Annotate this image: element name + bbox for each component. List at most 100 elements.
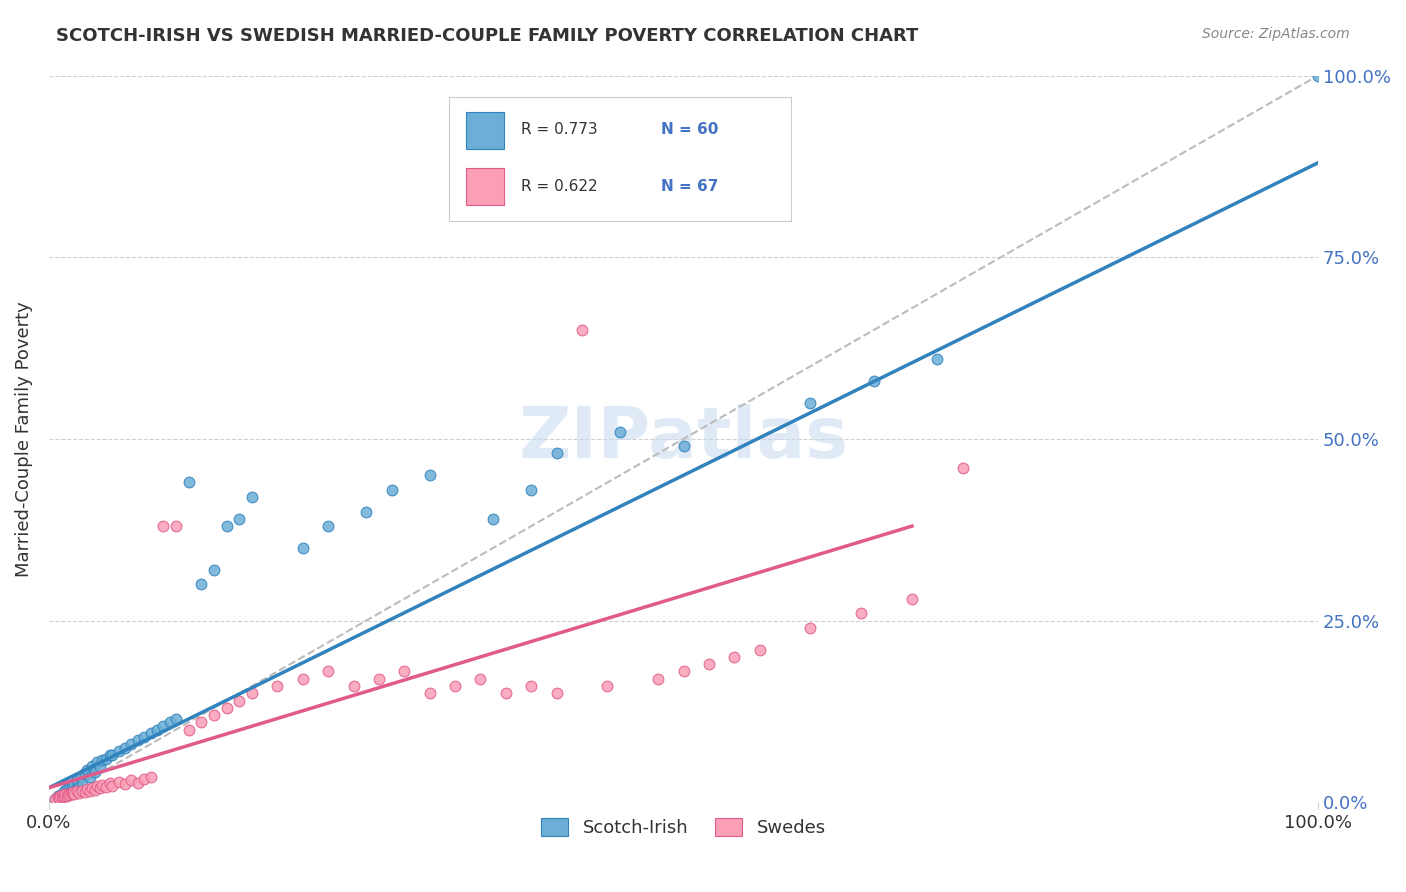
Point xyxy=(571,323,593,337)
Point xyxy=(520,679,543,693)
Point xyxy=(86,779,108,793)
Point xyxy=(60,787,83,801)
Point xyxy=(52,789,75,803)
Point xyxy=(107,775,129,789)
Point xyxy=(55,789,77,804)
Point xyxy=(228,512,250,526)
Point xyxy=(83,783,105,797)
Point xyxy=(240,686,263,700)
Point xyxy=(55,787,77,801)
Point xyxy=(89,760,111,774)
Point xyxy=(419,468,441,483)
Point xyxy=(952,461,974,475)
Point xyxy=(51,788,73,802)
Point xyxy=(91,753,114,767)
Point xyxy=(368,672,391,686)
Point xyxy=(62,785,84,799)
Point xyxy=(59,786,82,800)
Point xyxy=(177,723,200,737)
Point xyxy=(316,665,339,679)
Point xyxy=(46,789,69,804)
Point xyxy=(65,782,87,797)
Point xyxy=(152,519,174,533)
Point xyxy=(394,665,416,679)
Point xyxy=(89,781,111,796)
Point xyxy=(470,672,492,686)
Point xyxy=(70,783,93,797)
Point xyxy=(799,621,821,635)
Point xyxy=(202,708,225,723)
Point xyxy=(215,700,238,714)
Point xyxy=(851,607,873,621)
Point xyxy=(127,775,149,789)
Point xyxy=(44,791,66,805)
Point xyxy=(98,747,121,762)
Point xyxy=(165,712,187,726)
Point xyxy=(58,780,80,795)
Point xyxy=(98,776,121,790)
Point xyxy=(53,784,76,798)
Point xyxy=(748,642,770,657)
Point xyxy=(51,787,73,801)
Text: ZIPatlas: ZIPatlas xyxy=(519,404,849,474)
Point xyxy=(86,756,108,770)
Point xyxy=(342,679,364,693)
Point xyxy=(139,726,162,740)
Point xyxy=(381,483,404,497)
Point xyxy=(52,790,75,805)
Point xyxy=(83,764,105,779)
Point xyxy=(70,777,93,791)
Y-axis label: Married-Couple Family Poverty: Married-Couple Family Poverty xyxy=(15,301,32,577)
Point xyxy=(546,446,568,460)
Point xyxy=(76,782,98,797)
Point xyxy=(76,763,98,777)
Point xyxy=(139,770,162,784)
Point xyxy=(672,439,695,453)
Point xyxy=(152,719,174,733)
Point xyxy=(94,752,117,766)
Point xyxy=(697,657,720,672)
Point xyxy=(60,779,83,793)
Point xyxy=(59,784,82,798)
Point xyxy=(291,672,314,686)
Point xyxy=(190,715,212,730)
Point xyxy=(79,783,101,797)
Point xyxy=(73,785,96,799)
Point xyxy=(114,777,136,791)
Point xyxy=(63,787,86,801)
Point xyxy=(177,475,200,490)
Point xyxy=(482,512,505,526)
Point xyxy=(723,649,745,664)
Legend: Scotch-Irish, Swedes: Scotch-Irish, Swedes xyxy=(534,810,834,844)
Point xyxy=(91,778,114,792)
Point xyxy=(63,777,86,791)
Point xyxy=(621,192,644,206)
Point xyxy=(672,665,695,679)
Point xyxy=(927,351,949,366)
Point xyxy=(121,773,143,788)
Point xyxy=(58,788,80,802)
Text: Source: ZipAtlas.com: Source: ZipAtlas.com xyxy=(1202,27,1350,41)
Point xyxy=(444,679,467,693)
Point xyxy=(56,787,79,801)
Point xyxy=(202,563,225,577)
Point xyxy=(82,780,104,795)
Point xyxy=(53,789,76,803)
Point xyxy=(48,791,70,805)
Point xyxy=(134,730,156,744)
Point xyxy=(546,686,568,700)
Point xyxy=(66,784,89,798)
Point xyxy=(901,591,924,606)
Point xyxy=(609,425,631,439)
Point xyxy=(73,766,96,780)
Point xyxy=(799,395,821,409)
Point xyxy=(56,786,79,800)
Point xyxy=(495,686,517,700)
Point xyxy=(44,791,66,805)
Text: SCOTCH-IRISH VS SWEDISH MARRIED-COUPLE FAMILY POVERTY CORRELATION CHART: SCOTCH-IRISH VS SWEDISH MARRIED-COUPLE F… xyxy=(56,27,918,45)
Point xyxy=(55,782,77,797)
Point xyxy=(114,740,136,755)
Point xyxy=(107,744,129,758)
Point xyxy=(101,747,124,762)
Point xyxy=(291,541,314,555)
